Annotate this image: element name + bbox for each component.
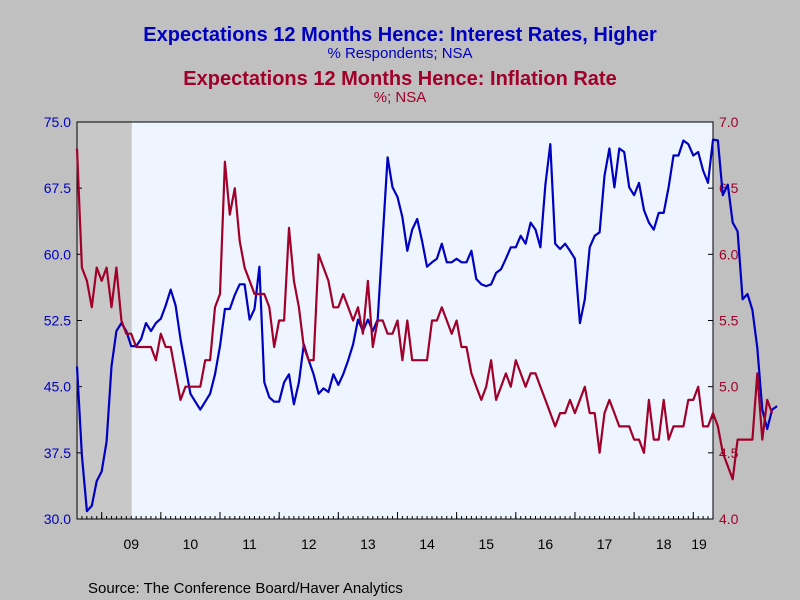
chart-subtitle: % Respondents; NSA [327,45,472,62]
x-tick-label: 15 [478,536,494,552]
y-left-tick-label: 52.5 [44,313,71,329]
y-right-tick-label: 5.0 [719,379,739,395]
y-left-tick-label: 30.0 [44,511,71,527]
x-tick-label: 09 [123,536,139,552]
y-left-tick-label: 67.5 [44,180,71,196]
y-right-tick-label: 7.0 [719,114,739,130]
y-right-tick-label: 5.5 [719,313,739,329]
y-right-tick-label: 6.0 [719,246,739,262]
y-right-tick-label: 4.0 [719,511,739,527]
x-tick-label: 11 [242,536,257,552]
y-left-tick-label: 75.0 [44,114,71,130]
series-line-right [75,148,774,481]
x-tick-label: 12 [301,536,317,552]
x-tick-label: 14 [419,536,435,552]
y-left-tick-label: 45.0 [44,379,71,395]
plot-area [76,121,714,520]
y-left-tick-label: 37.5 [44,445,71,461]
x-tick-label: 13 [360,536,376,552]
chart-title-2: Expectations 12 Months Hence: Inflation … [183,68,616,90]
x-tick-label: 18 [656,536,672,552]
source-note: Source: The Conference Board/Haver Analy… [88,580,403,597]
series-line-left [75,138,778,513]
x-tick-label: 10 [183,536,199,552]
chart-title: Expectations 12 Months Hence: Interest R… [143,24,657,46]
y-left-tick-label: 60.0 [44,246,71,262]
x-tick-label: 19 [691,536,707,552]
x-tick-label: 16 [538,536,554,552]
chart-subtitle-2: %; NSA [374,89,427,106]
x-tick-label: 17 [597,536,613,552]
